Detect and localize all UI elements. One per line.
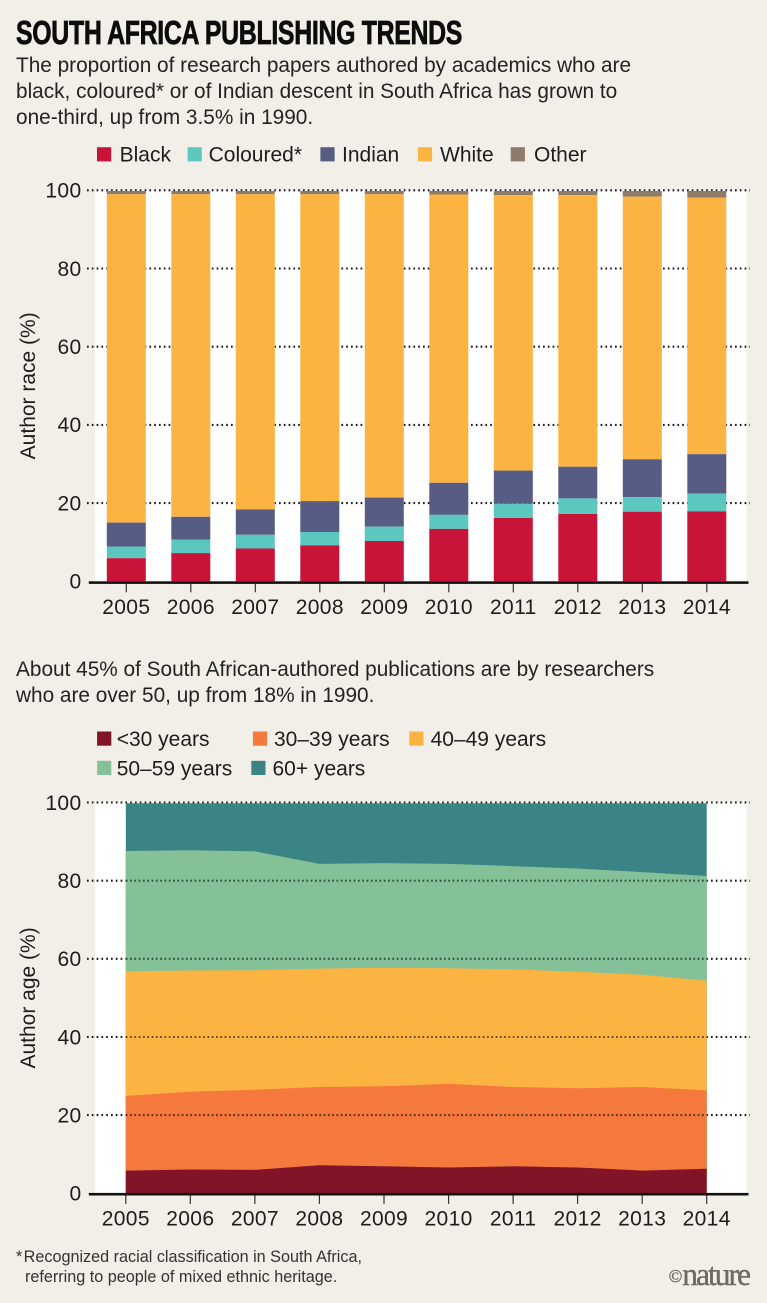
svg-text:40: 40 [57,414,81,437]
svg-text:60: 60 [57,336,81,359]
svg-text:40: 40 [57,1026,81,1049]
svg-text:2007: 2007 [231,596,279,619]
svg-text:0: 0 [69,571,81,594]
svg-text:2012: 2012 [554,596,602,619]
svg-text:2010: 2010 [425,1207,473,1230]
svg-text:2011: 2011 [490,596,537,619]
svg-text:2012: 2012 [554,1207,602,1230]
svg-text:2014: 2014 [683,1207,731,1230]
svg-text:Black: Black [120,144,172,167]
svg-text:30–39 years: 30–39 years [274,728,390,751]
svg-text:0: 0 [69,1183,81,1206]
svg-text:2009: 2009 [360,1207,408,1230]
svg-text:Other: Other [534,144,587,167]
svg-text:2013: 2013 [618,596,666,619]
svg-text:White: White [440,144,494,167]
svg-text:2010: 2010 [425,596,473,619]
svg-text:2009: 2009 [360,596,408,619]
svg-text:Author age (%): Author age (%) [17,927,40,1068]
svg-text:20: 20 [57,1104,81,1127]
svg-text:40–49 years: 40–49 years [431,728,547,751]
svg-text:80: 80 [57,258,81,281]
svg-text:20: 20 [57,492,81,515]
svg-text:60+ years: 60+ years [273,757,366,780]
svg-text:2005: 2005 [102,596,150,619]
svg-text:100: 100 [45,180,81,203]
svg-text:Indian: Indian [342,144,399,167]
svg-text:80: 80 [57,870,81,893]
svg-text:2005: 2005 [102,1207,150,1230]
svg-text:2006: 2006 [166,1207,214,1230]
svg-text:50–59 years: 50–59 years [117,757,233,780]
svg-text:2006: 2006 [167,596,215,619]
svg-text:2008: 2008 [296,596,344,619]
svg-text:60: 60 [57,948,81,971]
svg-text:2013: 2013 [618,1207,666,1230]
svg-text:Coloured*: Coloured* [209,144,302,167]
svg-text:<30 years: <30 years [117,728,210,751]
svg-text:2007: 2007 [231,1207,279,1230]
svg-text:Author race (%): Author race (%) [17,312,40,459]
svg-text:100: 100 [45,792,81,815]
svg-text:2008: 2008 [295,1207,343,1230]
svg-text:2014: 2014 [683,596,731,619]
svg-text:2011: 2011 [490,1207,537,1230]
